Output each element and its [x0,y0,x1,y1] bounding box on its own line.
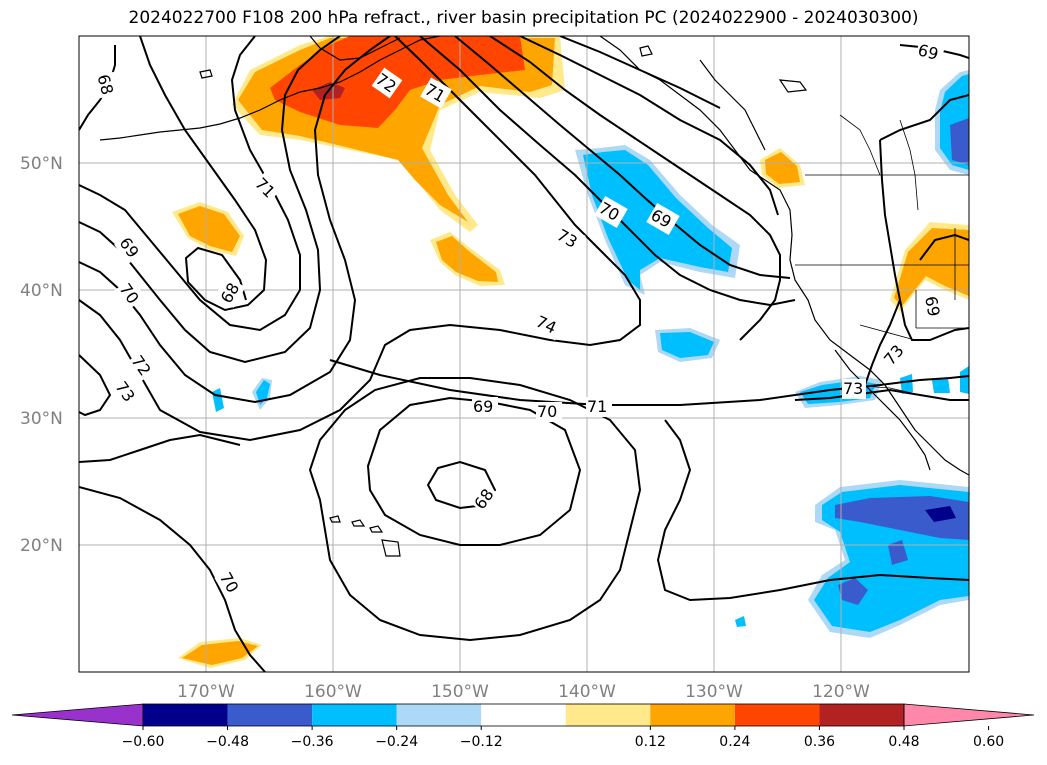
colorbar-ticks: −0.60 −0.48 −0.36 −0.24 −0.12 0.12 0.24 0.36 0.4… [122,726,1004,750]
lon-label: 140°W [558,682,616,702]
shade-coast-blue4 [960,366,969,394]
shade-bc-orange [765,152,800,184]
colorbar-segment [143,704,228,726]
shade-small-blue [735,616,746,627]
colorbar-segment [481,704,566,726]
map-background [79,36,969,672]
lat-label: 20°N [20,536,63,556]
lon-label: 150°W [431,682,489,702]
colorbar-tick-label: −0.36 [291,734,334,750]
colorbar-segment [819,704,904,726]
colorbar-segment [565,704,651,726]
contour-label: 70 [537,402,557,421]
colorbar-segment [396,704,482,726]
shade-south-orange [182,641,258,665]
lon-label: 120°W [812,682,870,702]
colorbar-segment [650,704,735,726]
colorbar-tick-label: −0.48 [206,734,249,750]
shade-west-blue1b [256,380,270,405]
colorbar-tick-label: −0.24 [375,734,418,750]
colorbar-tick-label: 0.36 [804,734,835,750]
colorbar-tick-label: 0.12 [635,734,666,750]
refractivity-contours [79,36,969,672]
latitude-labels: 50°N 40°N 30°N 20°N [20,154,63,556]
shade-cpac-blue2 [660,332,714,358]
contour-label: 69 [916,40,941,64]
contour-label: 73 [843,379,863,398]
contour-label: 69 [473,397,493,416]
longitude-labels: 170°W 160°W 150°W 140°W 130°W 120°W [177,682,870,702]
lon-label: 130°W [685,682,743,702]
lat-label: 50°N [20,154,63,174]
colorbar-extend-high [903,703,1035,727]
map-frame [78,35,970,673]
shade-se-mid2 [838,578,868,605]
lat-label: 30°N [20,409,63,429]
shade-coast-blue2 [900,374,913,394]
lon-label: 170°W [177,682,235,702]
contour-label: 71 [587,397,607,416]
lon-label: 160°W [304,682,362,702]
colorbar-segment [312,704,397,726]
coastlines [99,36,969,557]
colorbar-tick-label: 0.48 [888,734,919,750]
colorbar-segment [227,704,313,726]
shade-west-orange [178,206,240,252]
shade-us-orange [894,228,969,306]
colorbar-tick-label: 0.60 [973,734,1004,750]
colorbar-frame [142,703,905,727]
shade-se-navy [925,506,956,522]
colorbar [11,703,1035,727]
colorbar-extend-low [11,703,144,727]
contour-label: 69 [921,295,943,318]
shade-ne-mid [950,118,969,165]
contour-label: 68 [94,72,118,97]
colorbar-segment [734,704,820,726]
shade-se-mid3 [888,540,908,565]
colorbar-tick-label: 0.24 [719,734,750,750]
map-title: 2024022700 F108 200 hPa refract., river … [128,8,919,28]
lat-label: 40°N [20,281,63,301]
colorbar-tick-label: −0.12 [460,734,503,750]
shade-midpac-orange [436,236,498,282]
shade-coast-blue3 [932,378,950,393]
colorbar-tick-label: −0.60 [122,734,165,750]
shade-se-mid [835,496,969,540]
